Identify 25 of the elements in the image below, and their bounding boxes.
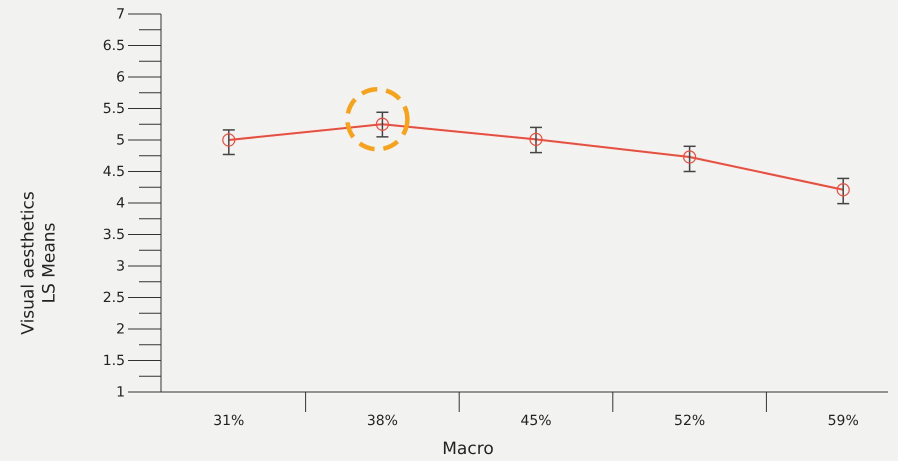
y-tick-label: 6 (116, 69, 126, 86)
y-tick-label: 3 (116, 258, 125, 274)
y-tick-label: 2.5 (102, 290, 125, 306)
y-tick-label: 3.5 (102, 226, 125, 243)
point (376, 118, 389, 131)
y-tick-label: 1.5 (102, 352, 125, 369)
y-tick-label: 4 (116, 195, 126, 212)
y-tick-label: 4.5 (102, 164, 125, 180)
x-tick-label: 38% (366, 413, 398, 429)
x-axis-title: Macro (442, 439, 494, 459)
point (222, 133, 236, 147)
point (836, 183, 850, 196)
x-tick-label: 59% (828, 413, 859, 429)
y-tick-label: 6.5 (102, 38, 125, 54)
x-tick-label: 31% (213, 413, 244, 429)
y-tick-label: 2 (116, 321, 125, 338)
y-axis-title: Visual aesthetics LS Means (18, 191, 60, 335)
y-tick-label: 1 (116, 384, 125, 400)
x-tick-label: 52% (674, 413, 706, 429)
x-tick-label: 45% (520, 413, 552, 429)
y-tick-label: 5.5 (102, 100, 125, 117)
y-tick-label: 7 (116, 6, 125, 22)
y-tick-label: 5 (116, 132, 125, 148)
point (683, 150, 696, 164)
point (529, 132, 543, 146)
